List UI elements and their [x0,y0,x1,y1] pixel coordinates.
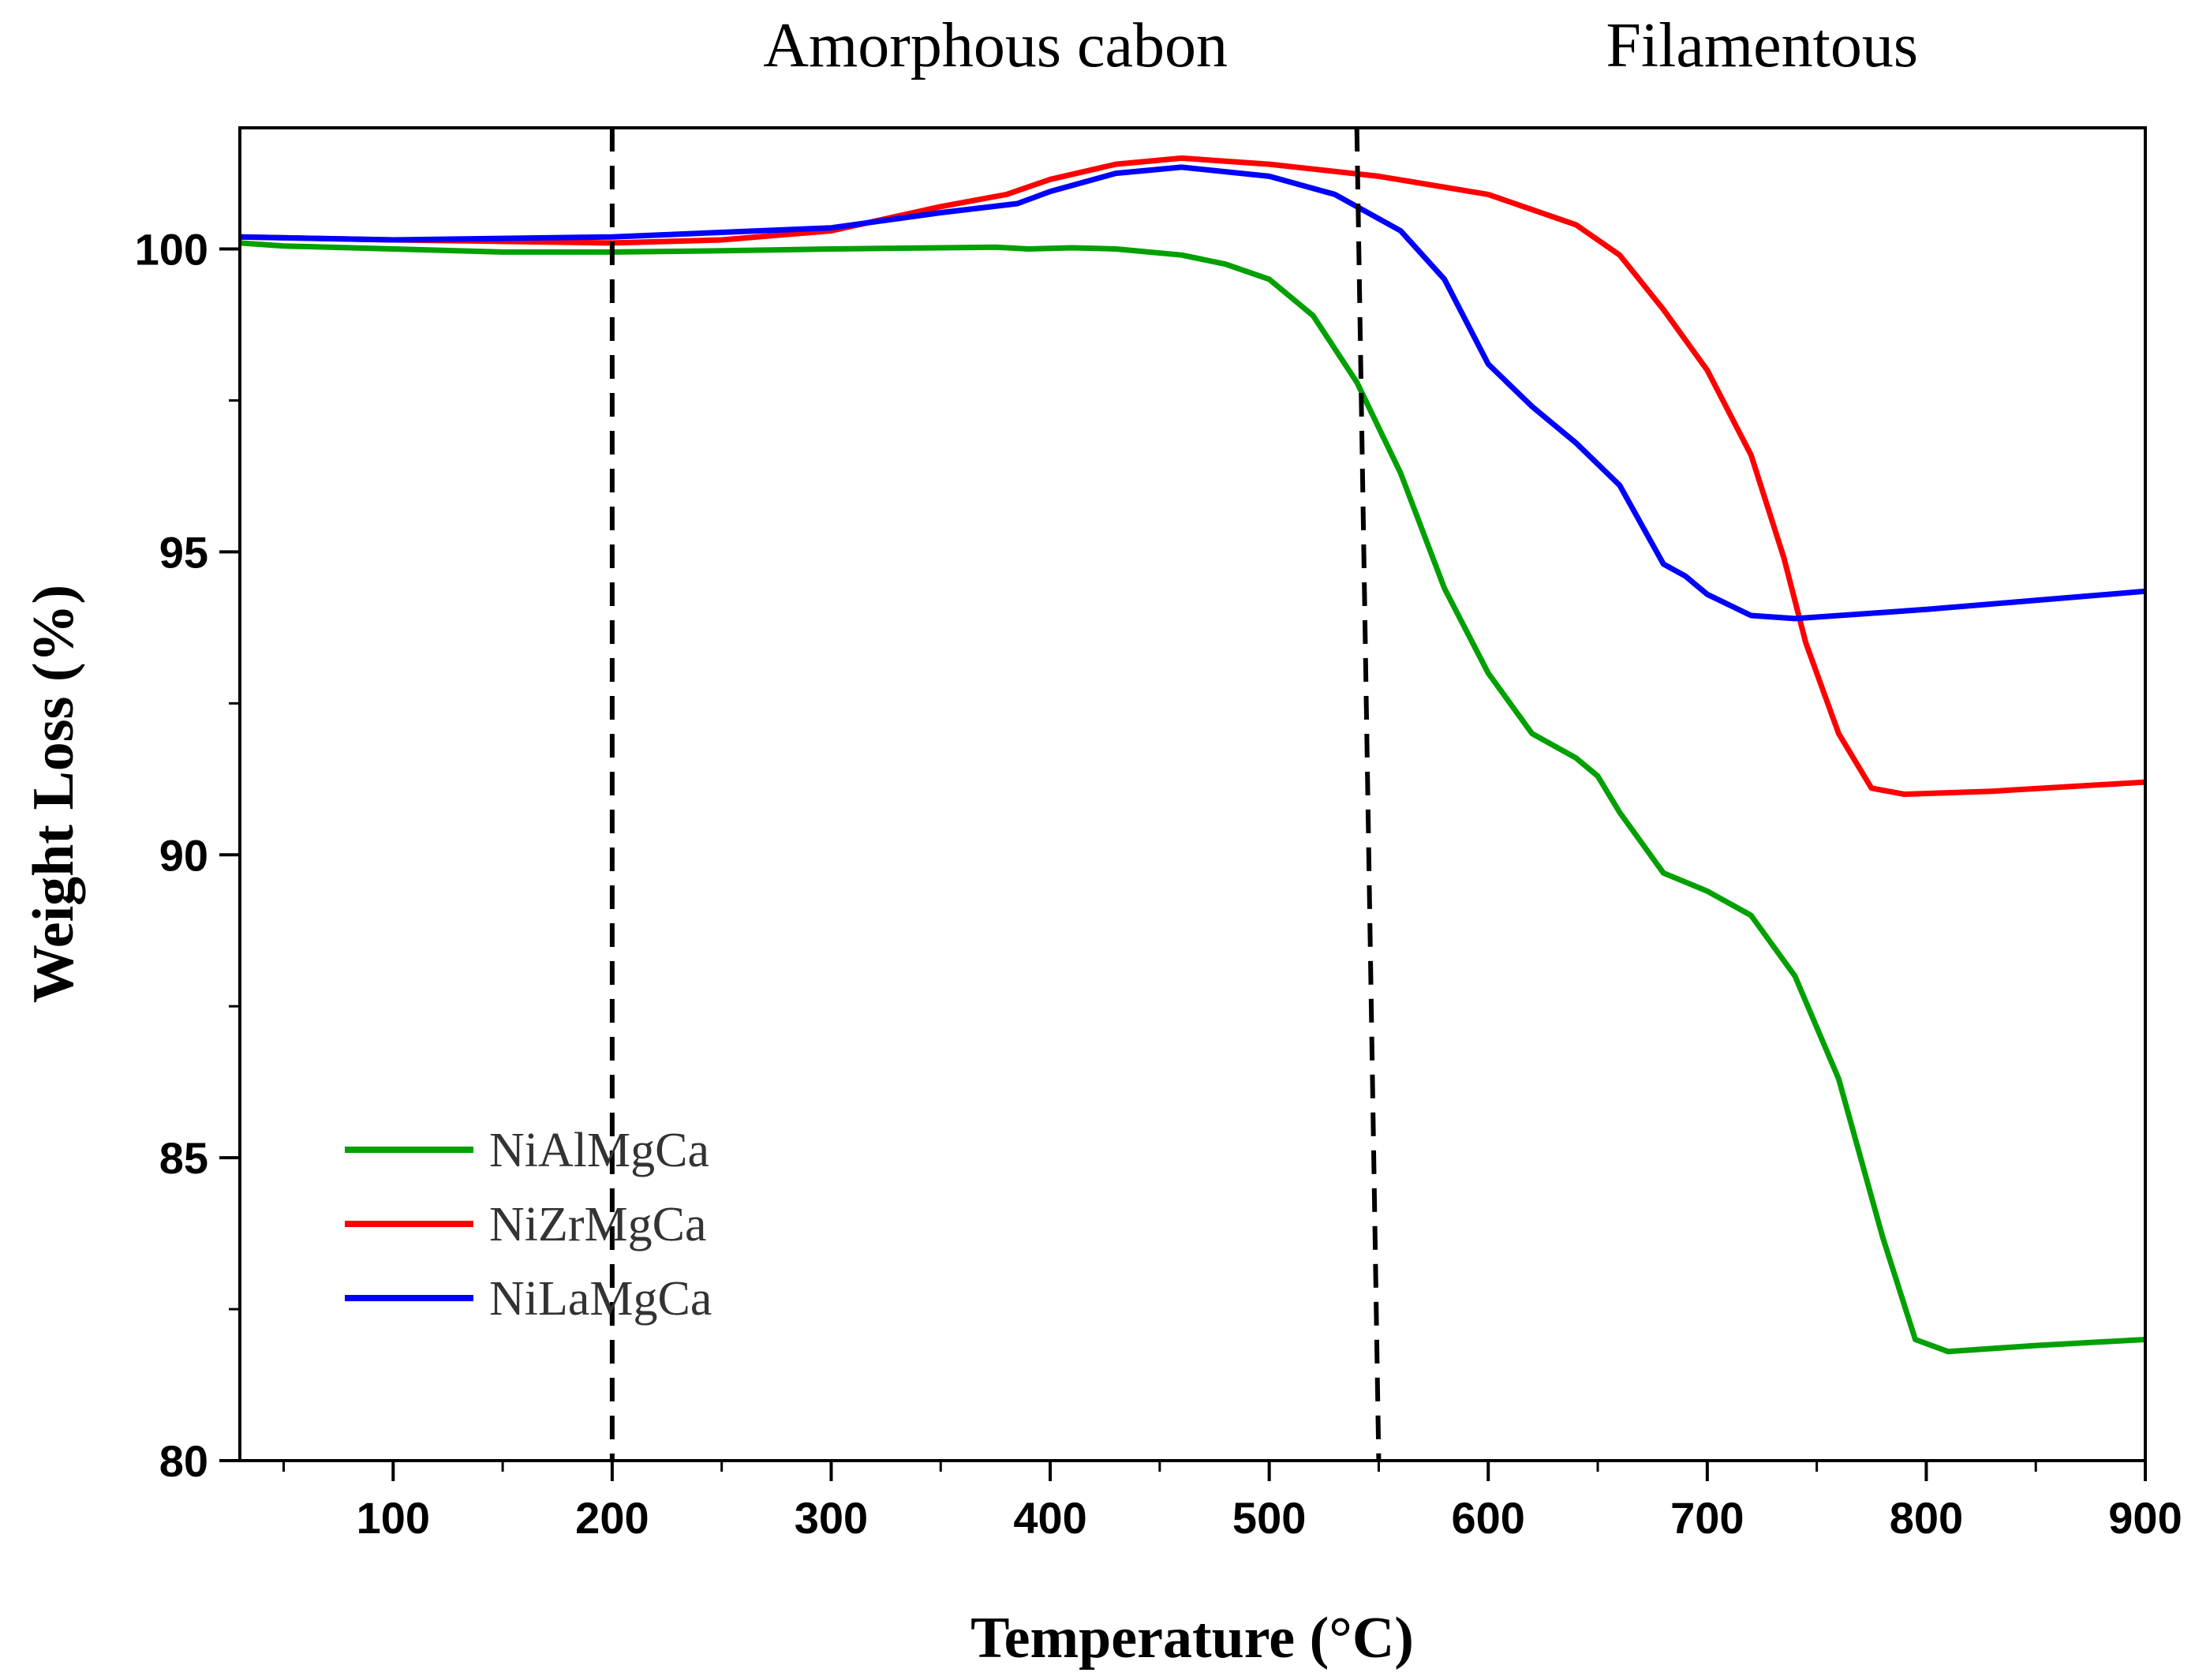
ticks-layer: 100 200 300 400 500 600 700 800 900 80 85 90 95 100 [135,225,2182,1543]
series-layer [240,155,2145,1355]
x-tick-label: 800 [1890,1493,1963,1543]
y-tick-label: 80 [159,1436,208,1486]
y-tick-label: 95 [159,527,208,577]
series-line-nialmgca [240,240,2145,1355]
legend-label-nizrmgca: NiZrMgCa [489,1198,707,1252]
x-tick-label: 300 [795,1493,868,1543]
legend-label-nialmgca: NiAlMgCa [489,1124,709,1177]
plot-region [240,127,2145,1461]
x-tick-label: 400 [1013,1493,1086,1543]
region-lines-layer [609,127,1382,1461]
y-tick-label: 100 [135,225,208,275]
x-tick-label: 900 [2108,1493,2182,1543]
y-axis-title: Weight Loss (%) [21,585,86,1003]
x-tick-label: 100 [357,1493,430,1543]
plot-frame [238,126,2147,1462]
annotation-amorphous-carbon: Amorphous cabon [763,11,1228,80]
series-line-nilamgca [240,164,2145,622]
y-tick-label: 90 [159,830,208,880]
x-tick-label: 700 [1670,1493,1744,1543]
region-divider-line-2 [1354,127,1382,1461]
annotation-filamentous: Filamentous [1606,11,1918,80]
legend: NiAlMgCa NiZrMgCa NiLaMgCa [345,1124,712,1326]
x-tick-label: 500 [1232,1493,1306,1543]
series-line-nizrmgca [240,155,2145,797]
legend-label-nilamgca: NiLaMgCa [489,1272,712,1326]
y-tick-label: 85 [159,1133,208,1183]
x-axis-title: Temperature (°C) [970,1606,1414,1671]
x-tick-label: 200 [575,1493,649,1543]
x-tick-label: 600 [1452,1493,1525,1543]
